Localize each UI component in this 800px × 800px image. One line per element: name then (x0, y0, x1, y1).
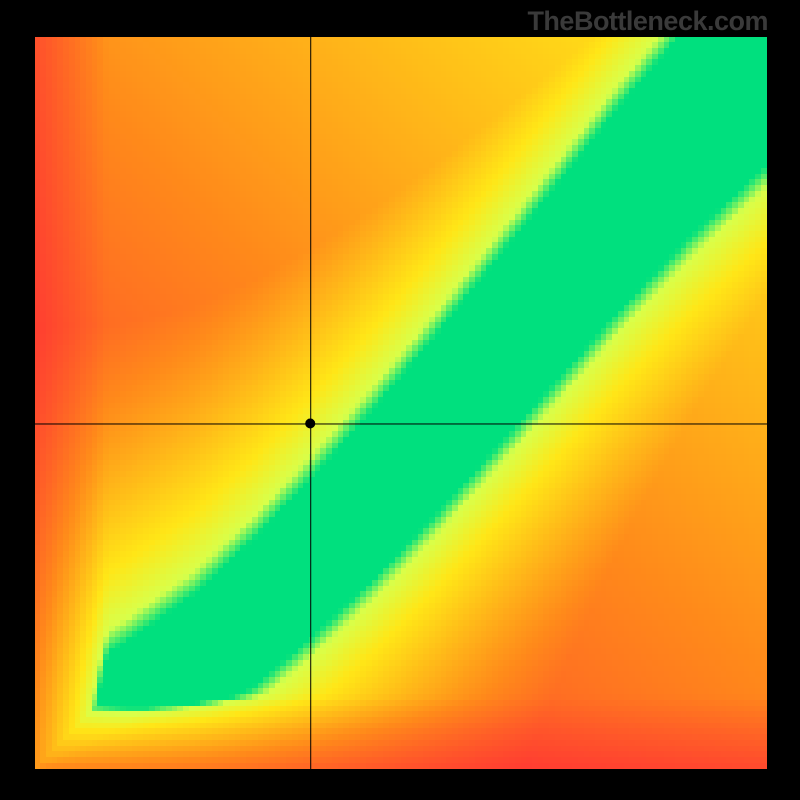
plot-area (35, 37, 767, 769)
watermark-text: TheBottleneck.com (527, 6, 768, 37)
heatmap-canvas (35, 37, 767, 769)
